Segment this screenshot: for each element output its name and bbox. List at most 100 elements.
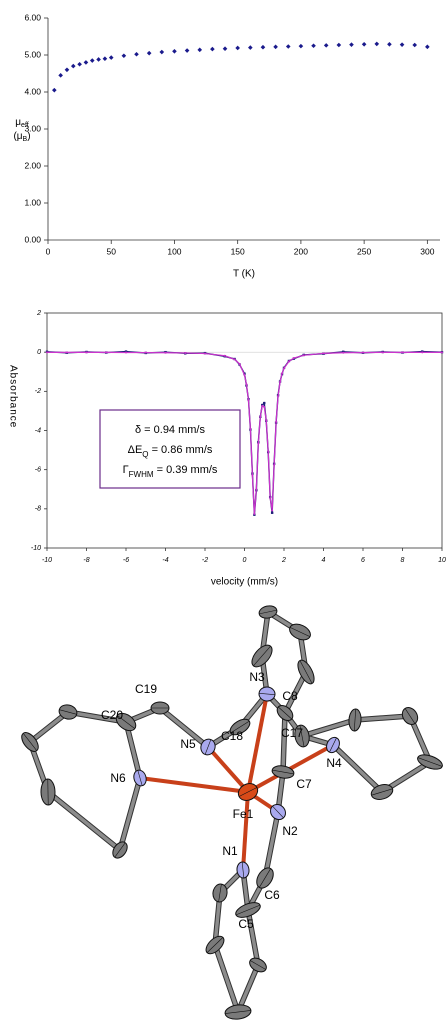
atom-label: Fe1	[233, 807, 254, 821]
atom-label: C7	[296, 777, 312, 791]
y-axis-unit-part: )	[27, 131, 30, 142]
fit-point	[255, 488, 257, 490]
y-tick-label: 2.00	[24, 160, 41, 170]
x-tick-label: 300	[420, 246, 434, 256]
fit-point	[293, 357, 295, 359]
y-tick-label: 1.00	[24, 197, 41, 207]
data-point	[77, 62, 82, 67]
y-tick-label: 0.00	[24, 234, 41, 244]
y-tick-label: 5.00	[24, 49, 41, 59]
annotation-sub: FWHM	[129, 470, 154, 479]
fit-point	[303, 354, 305, 356]
fit-point	[224, 355, 226, 357]
fit-point	[125, 352, 127, 354]
fit-point	[105, 351, 107, 353]
bond	[355, 716, 410, 720]
y-axis-unit: (μB)	[13, 131, 30, 144]
fit-point	[323, 352, 325, 354]
bond	[302, 720, 355, 736]
data-point	[109, 55, 114, 60]
data-point	[387, 42, 392, 47]
atom-label: C5	[238, 917, 254, 931]
data-point	[324, 43, 329, 48]
fit-point	[66, 351, 68, 353]
data-point	[84, 60, 89, 65]
atom-label: C18	[221, 729, 243, 743]
x-tick-label: 6	[361, 557, 365, 564]
atom	[253, 865, 276, 891]
y-tick-label: 0	[37, 349, 41, 356]
data-point	[412, 43, 417, 48]
figure: 0501001502002503000.001.002.003.004.005.…	[0, 0, 447, 1032]
annotation-main: ΔE	[128, 444, 143, 456]
x-tick-label: -2	[202, 557, 208, 564]
x-tick-label: 4	[322, 557, 326, 564]
data-point	[147, 51, 152, 56]
data-point	[263, 402, 265, 404]
fit-point	[281, 373, 283, 375]
data-point	[96, 57, 101, 62]
data-point	[210, 47, 215, 52]
y-tick-label: -8	[35, 506, 41, 513]
y-tick-label: 2	[36, 310, 41, 317]
atom-label: C20	[101, 708, 123, 722]
fit-point	[402, 351, 404, 353]
fit-point	[245, 383, 247, 385]
page: 0501001502002503000.001.002.003.004.005.…	[0, 0, 447, 1032]
fit-point	[273, 464, 275, 466]
annotation-rest: = 0.39 mm/s	[154, 464, 218, 476]
fit-point	[165, 352, 167, 354]
fit-point	[249, 428, 251, 430]
data-point	[425, 45, 430, 50]
x-tick-label: 250	[357, 246, 371, 256]
fit-point	[441, 351, 443, 353]
fit-point	[265, 419, 267, 421]
data-point	[235, 46, 240, 51]
annotation-main: δ = 0.94 mm/s	[135, 424, 206, 436]
fit-point	[239, 363, 241, 365]
data-point	[134, 52, 139, 57]
fit-point	[288, 360, 290, 362]
x-axis-title: velocity (mm/s)	[211, 577, 278, 588]
bond	[48, 792, 120, 850]
y-tick-label: -4	[35, 427, 41, 434]
y-tick-label: -2	[35, 388, 41, 395]
data-point	[90, 58, 95, 63]
atom	[224, 1003, 252, 1020]
atom	[267, 801, 288, 822]
atom	[132, 769, 148, 788]
atom-label: C19	[135, 682, 157, 696]
y-tick-label: -6	[35, 467, 41, 474]
fit-point	[261, 405, 263, 407]
x-tick-label: -6	[123, 557, 129, 564]
data-point	[103, 56, 108, 61]
x-tick-label: 10	[438, 557, 446, 564]
data-point	[197, 48, 202, 53]
atom	[399, 705, 421, 728]
data-point	[185, 48, 190, 53]
bond	[120, 778, 140, 850]
fit-point	[145, 352, 147, 354]
data-point	[223, 46, 228, 51]
y-axis-title: Absorbance	[7, 365, 18, 428]
data-point	[400, 42, 405, 47]
x-axis-title: T (K)	[233, 269, 255, 280]
fit-point	[86, 351, 88, 353]
data-point	[65, 68, 70, 73]
fit-point	[275, 421, 277, 423]
atom	[348, 709, 362, 732]
fe-bond	[243, 792, 248, 870]
fit-point	[279, 381, 281, 383]
y-axis-unit-part: (μ	[13, 131, 22, 142]
fit-point	[259, 416, 261, 418]
annotation-rest: = 0.86 mm/s	[149, 444, 213, 456]
fit-point	[362, 352, 364, 354]
fit-point	[46, 351, 48, 353]
y-tick-label: -10	[31, 545, 41, 552]
fit-point	[257, 443, 259, 445]
atom	[247, 955, 269, 974]
atom-label: N3	[249, 670, 265, 684]
bond	[283, 713, 285, 772]
data-point	[299, 44, 304, 49]
atom-label: N4	[326, 756, 342, 770]
